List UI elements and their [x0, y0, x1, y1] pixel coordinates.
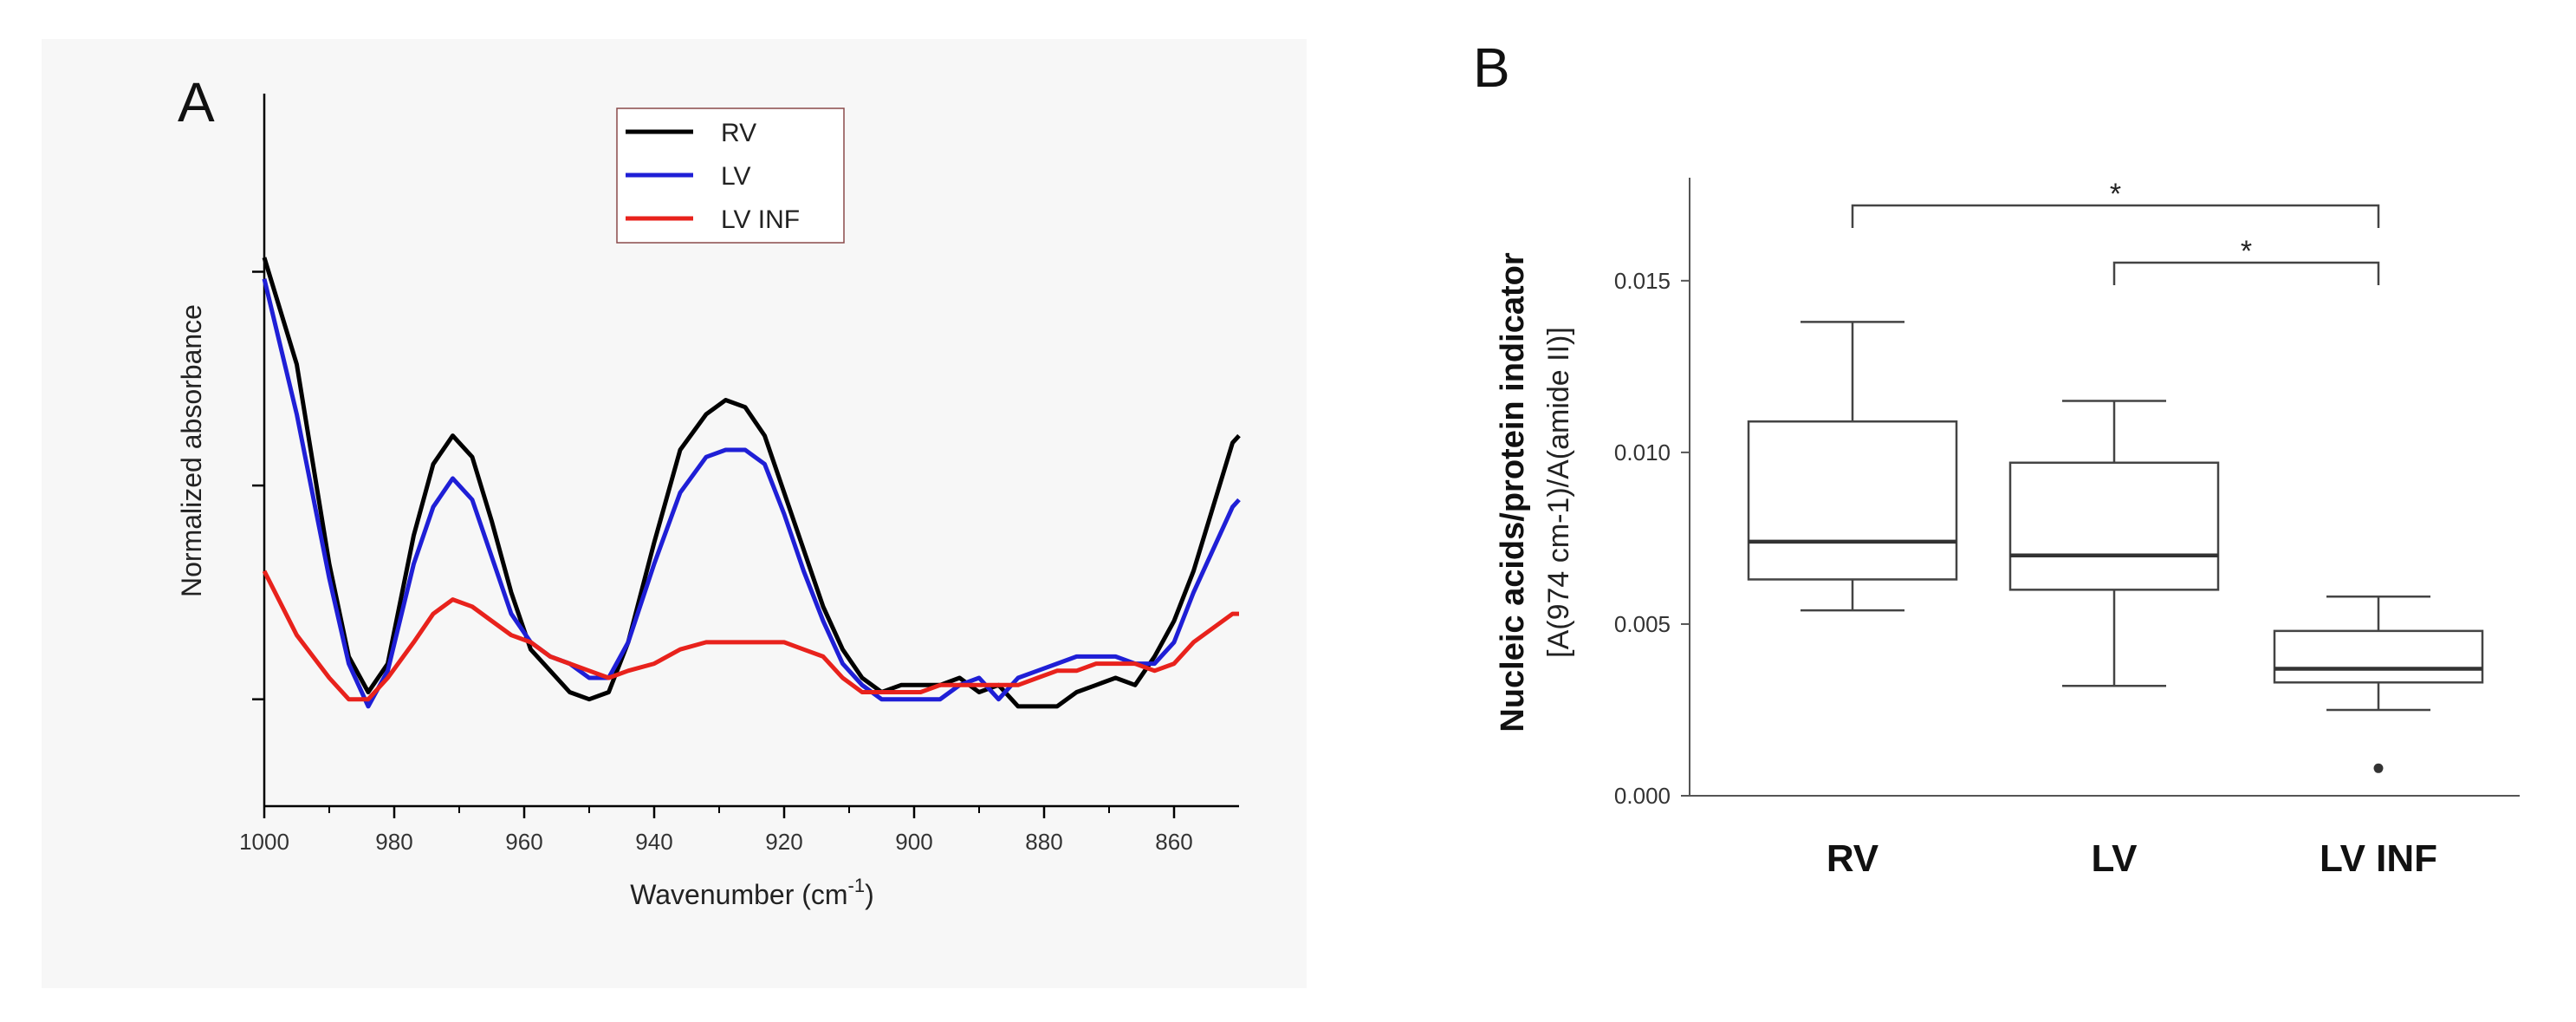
significance-label: * — [2110, 178, 2121, 211]
y-tick-label: 0.010 — [1614, 439, 1671, 465]
box-iqr — [2008, 461, 2220, 591]
box-lv-inf — [2273, 596, 2484, 773]
category-label: LV INF — [2320, 837, 2437, 880]
series-line-lv-inf — [262, 570, 1239, 702]
x-tick-label: 860 — [1155, 829, 1192, 855]
panel-a-y-axis-title: Normalized absorbance — [176, 304, 207, 597]
significance-bracket: * — [2112, 235, 2380, 285]
bracket-line — [2112, 261, 2380, 285]
panel-a-letter: A — [178, 71, 215, 133]
legend-label-lv: LV — [721, 162, 750, 191]
box-lv — [2008, 400, 2220, 687]
x-tick-label: 880 — [1025, 829, 1062, 855]
y-tick-label: 0.000 — [1614, 783, 1671, 809]
x-tick-label: 980 — [375, 829, 412, 855]
legend-label-lv-inf: LV INF — [721, 205, 800, 234]
x-tick-label: 920 — [765, 829, 802, 855]
significance-bracket: * — [1851, 178, 2380, 228]
panel-b-y-axis-subtitle: [A(974 cm-1)/A(amide II)] — [1542, 327, 1575, 658]
panel-a: A 1000 980 960 940 920 900 880 860 Normalized a… — [176, 71, 1241, 910]
box-iqr — [1747, 420, 1958, 581]
outlier-point — [2373, 763, 2384, 773]
series-line-rv — [262, 257, 1241, 709]
panel-a-legend: RV LV LV INF — [616, 107, 845, 244]
x-tick-label: 900 — [895, 829, 932, 855]
x-tick-label: 1000 — [239, 829, 289, 855]
category-label: LV — [2092, 837, 2138, 880]
x-tick-label: 940 — [635, 829, 672, 855]
y-tick-label: 0.015 — [1614, 268, 1671, 294]
significance-label: * — [2241, 235, 2252, 268]
panel-a-x-axis-title: Wavenumber (cm-1) — [630, 875, 874, 910]
panel-b-letter: B — [1473, 36, 1510, 99]
bracket-line — [1851, 204, 2380, 228]
y-tick-label: 0.005 — [1614, 611, 1671, 637]
box-iqr — [2273, 629, 2484, 684]
category-label: RV — [1827, 837, 1879, 880]
panel-b-y-axis-title: Nucleic acids/protein indicator — [1495, 252, 1531, 732]
x-tick-label: 960 — [505, 829, 542, 855]
box-rv — [1747, 321, 1958, 612]
legend-label-rv: RV — [721, 119, 756, 147]
panel-b: B 0.000 0.005 0.010 0.015 RV LV LV INF * * Nuc… — [1473, 36, 2520, 880]
series-line-lv — [262, 278, 1241, 709]
